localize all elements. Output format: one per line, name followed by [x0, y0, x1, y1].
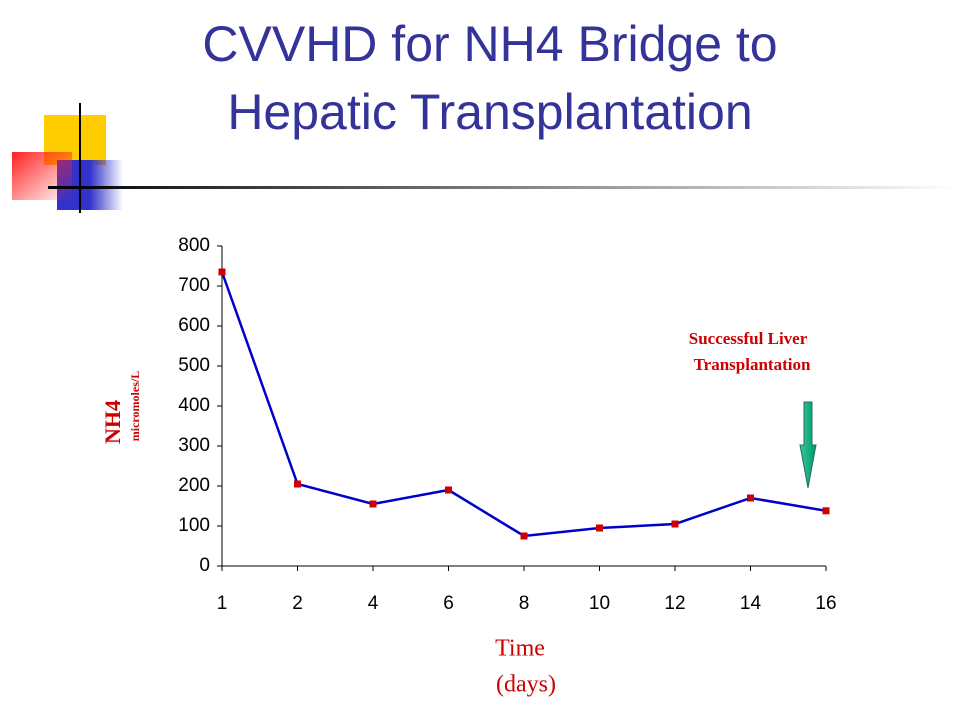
title: CVVHD for NH4 Bridge to Hepatic Transpla… — [202, 16, 778, 140]
y-tick-label: 600 — [178, 315, 210, 336]
x-tick-label: 1 — [217, 593, 228, 614]
data-point — [671, 520, 679, 528]
y-tick-label: 0 — [199, 555, 210, 576]
x-axis-label: Time — [495, 636, 545, 662]
data-point — [747, 494, 754, 502]
y-tick-label: 300 — [178, 435, 210, 456]
annotation: Successful Liver — [689, 329, 808, 348]
data-point — [218, 268, 226, 276]
x-tick-label: 16 — [815, 593, 836, 614]
y-axis-label: NH4 — [100, 400, 125, 444]
data-point — [445, 486, 452, 494]
y-tick-label: 400 — [178, 395, 210, 416]
y-tick-label: 500 — [178, 355, 210, 376]
decoration — [12, 103, 960, 213]
y-tick-label: 100 — [178, 515, 210, 536]
y-tick-label: 700 — [178, 275, 210, 296]
data-line — [220, 271, 827, 538]
x-tick-label: 4 — [368, 593, 379, 614]
x-tick-label: 6 — [443, 593, 454, 614]
data-point — [294, 480, 301, 488]
y-axis-unit: micromoles/L — [128, 371, 142, 441]
data-point — [369, 500, 377, 508]
x-tick-label: 8 — [519, 593, 530, 614]
x-axis-label: (days) — [496, 672, 556, 698]
data-point — [596, 524, 603, 532]
x-tick-label: 14 — [740, 593, 762, 614]
data-point — [520, 532, 528, 540]
y-tick-label: 800 — [178, 235, 210, 256]
x-tick-label: 10 — [589, 593, 610, 614]
x-tick-label: 12 — [664, 593, 685, 614]
annotation: Transplantation — [694, 355, 811, 374]
arrow — [799, 401, 817, 489]
y-tick-label: 200 — [178, 475, 210, 496]
data-point — [822, 507, 830, 515]
x-tick-label: 2 — [292, 593, 303, 614]
